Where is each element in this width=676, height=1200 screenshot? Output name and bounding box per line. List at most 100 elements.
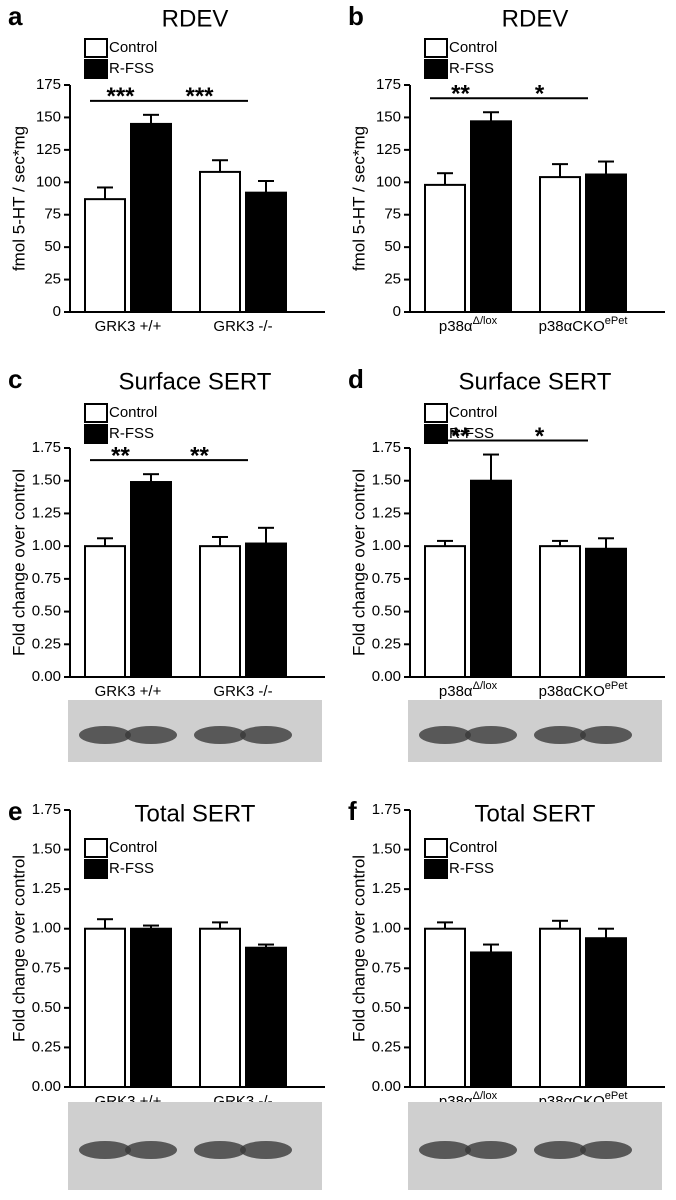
blot-band [79, 1141, 131, 1159]
blot-band [419, 1141, 471, 1159]
y-tick-label: 0.25 [32, 1038, 61, 1055]
panel-letter: d [348, 364, 364, 394]
y-axis-label: fmol 5-HT / sec*mg [349, 126, 368, 271]
y-tick-label: 1.25 [32, 504, 61, 521]
bar [245, 542, 287, 678]
y-tick-label: 100 [36, 173, 61, 190]
y-tick-label: 1.25 [372, 880, 401, 897]
x-tick-label: p38αCKOePet [539, 680, 628, 700]
y-tick-label: 0.50 [32, 999, 61, 1016]
legend-swatch [424, 403, 448, 423]
legend-swatch [84, 403, 108, 423]
y-tick-label: 75 [44, 206, 61, 223]
y-tick-label: 1.00 [32, 537, 61, 554]
y-tick-label: 175 [36, 76, 61, 93]
y-tick-label: 0.75 [32, 959, 61, 976]
legend-label: R-FSS [449, 860, 494, 877]
category-name: p38α [439, 683, 473, 700]
y-axis-label: Fold change over control [349, 469, 368, 656]
blot-band [79, 726, 131, 744]
legend-label: R-FSS [109, 60, 154, 77]
legend-swatch [424, 59, 448, 79]
legend-label: Control [449, 404, 497, 421]
category-superscript: ePet [605, 315, 628, 327]
y-tick-label: 1.75 [32, 801, 61, 818]
y-tick-label: 150 [36, 108, 61, 125]
panel-letter: a [8, 1, 23, 31]
y-tick-label: 1.75 [372, 801, 401, 818]
x-tick-label: GRK3 +/+ [95, 683, 162, 700]
legend-swatch [424, 38, 448, 58]
y-axis-label: fmol 5-HT / sec*mg [9, 126, 28, 271]
blot-band [534, 1141, 586, 1159]
y-tick-label: 125 [376, 141, 401, 158]
y-tick-label: 1.50 [372, 472, 401, 489]
legend-swatch [84, 38, 108, 58]
y-tick-label: 0.00 [372, 668, 401, 685]
y-tick-label: 0.25 [372, 635, 401, 652]
bar [539, 545, 581, 679]
legend-swatch [84, 859, 108, 879]
y-tick-label: 0.00 [32, 1078, 61, 1095]
bar [245, 191, 287, 313]
legend-swatch [84, 838, 108, 858]
panel-letter: c [8, 364, 22, 394]
legend-label: R-FSS [449, 425, 494, 442]
blot-band [419, 726, 471, 744]
bar [470, 951, 512, 1089]
category-name: GRK3 -/- [213, 683, 272, 700]
y-tick-label: 1.25 [32, 880, 61, 897]
category-superscript: Δ/lox [473, 680, 498, 692]
legend-label: Control [449, 39, 497, 56]
blot-band [194, 1141, 246, 1159]
bar [424, 927, 466, 1089]
y-tick-label: 0.50 [372, 603, 401, 620]
significance-label: *** [106, 83, 135, 110]
bar [424, 545, 466, 679]
y-tick-label: 1.00 [32, 920, 61, 937]
y-axis-label: Fold change over control [9, 469, 28, 656]
blot-band [465, 726, 517, 744]
blot-band [125, 726, 177, 744]
significance-label: * [535, 81, 545, 108]
blot-band [465, 1141, 517, 1159]
legend-swatch [424, 859, 448, 879]
x-tick-label: GRK3 -/- [213, 318, 272, 335]
y-tick-label: 1.00 [372, 537, 401, 554]
significance-label: *** [185, 83, 214, 110]
y-tick-label: 1.75 [372, 439, 401, 456]
bar [585, 547, 627, 679]
bar [470, 120, 512, 313]
legend-swatch [424, 424, 448, 444]
legend-label: Control [109, 39, 157, 56]
y-tick-label: 25 [384, 271, 401, 288]
legend-swatch [84, 424, 108, 444]
y-tick-label: 50 [384, 238, 401, 255]
y-tick-label: 0.75 [372, 959, 401, 976]
legend-label: R-FSS [449, 60, 494, 77]
significance-label: * [535, 423, 545, 450]
blot-band [240, 726, 292, 744]
bar [130, 927, 172, 1089]
bar [199, 545, 241, 679]
y-tick-label: 1.25 [372, 504, 401, 521]
bar [539, 927, 581, 1089]
y-tick-label: 1.00 [372, 920, 401, 937]
significance-label: ** [451, 423, 470, 450]
y-axis-label: Fold change over control [349, 855, 368, 1042]
y-tick-label: 175 [376, 76, 401, 93]
x-tick-label: p38αCKOePet [539, 315, 628, 335]
category-name: p38αCKO [539, 318, 605, 335]
blot-band [240, 1141, 292, 1159]
bar [84, 198, 126, 313]
y-tick-label: 0.50 [372, 999, 401, 1016]
bar [585, 937, 627, 1088]
panel-title: Surface SERT [119, 368, 272, 395]
legend-label: R-FSS [109, 860, 154, 877]
category-superscript: Δ/lox [473, 315, 498, 327]
bar [84, 545, 126, 679]
category-superscript: Δ/lox [473, 1090, 498, 1102]
blot-band [580, 726, 632, 744]
y-tick-label: 0.25 [372, 1038, 401, 1055]
x-tick-label: GRK3 +/+ [95, 318, 162, 335]
